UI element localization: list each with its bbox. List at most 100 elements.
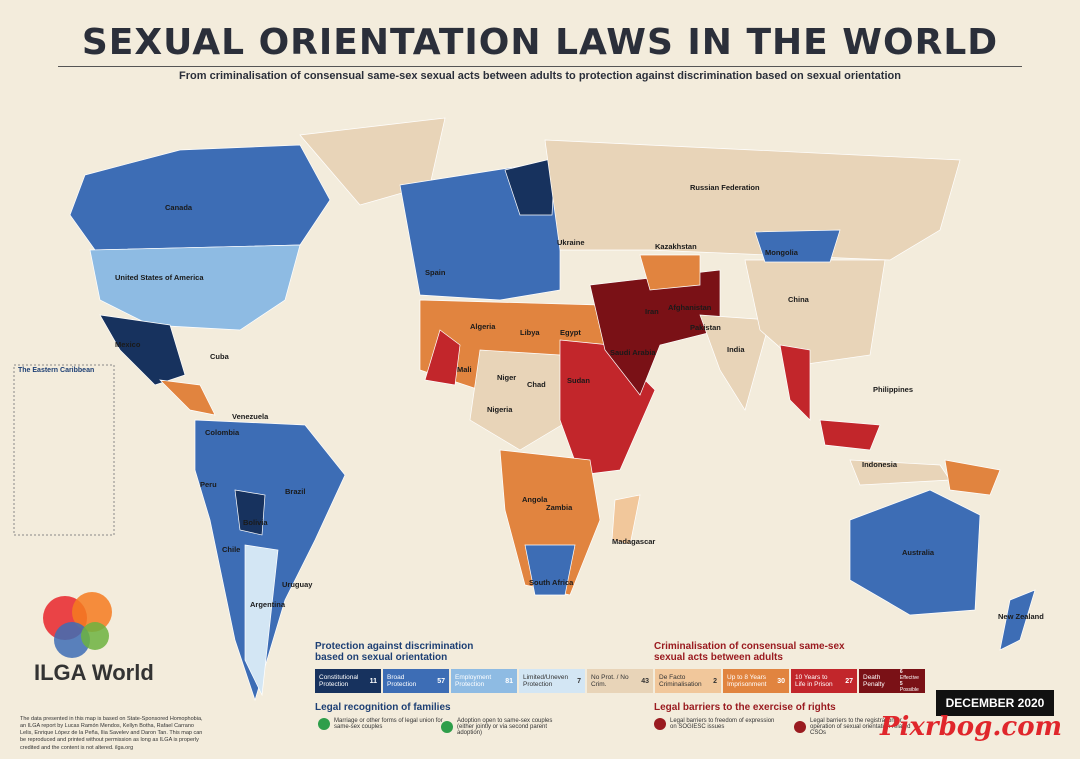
scandinavia [504,157,556,216]
legend-label: Constitutional Protection [319,674,359,688]
sahel [469,349,571,451]
legend-item: Limited/Uneven Protection 7 [519,669,585,693]
icon [794,721,806,733]
southern-africa [499,449,601,596]
south-africa [524,544,576,596]
country-label: Sudan [567,376,590,385]
china [744,259,886,366]
legend-icon-item: Legal barriers to the registration or op… [794,718,919,736]
inset-title: The Eastern Caribbean [18,367,94,374]
mauritania [424,329,461,386]
legend-sublabel: Possible [899,687,919,693]
country-label: Brazil [285,487,306,496]
country-label: Kazakhstan [655,242,697,251]
legend-label: Limited/Uneven Protection [523,674,569,688]
death-row: 6 Effective [900,669,921,681]
country-label: Egypt [560,328,581,337]
date-badge: DECEMBER 2020 [936,690,1054,716]
legend-title: Legal recognition of families [315,702,451,713]
legend-death: 6 Effective 5 Possible [900,669,921,693]
usa [89,244,301,331]
canada [69,144,331,251]
legend-item: Up to 8 Years Imprisonment 30 [723,669,789,693]
legend-item: Broad Protection 57 [383,669,449,693]
country-label: Philippines [873,385,914,394]
legend-label: No Prot. / No Crim. [591,674,629,688]
legend-count: 43 [641,677,649,685]
legend-count: 57 [437,677,445,685]
bolivia [234,489,266,536]
legend-label: 10 Years to Life in Prison [795,674,833,688]
credits: The data presented in this map is based … [20,716,203,751]
watermark: Pixrbog.com [880,712,1063,742]
country-label: Afghanistan [668,303,712,312]
myanmar [779,344,811,421]
india [699,314,771,411]
country-label: Peru [200,480,217,489]
death-row: 5 Possible [900,681,921,693]
legend-count: 2 [713,677,717,685]
country-label: India [727,345,745,354]
legend-item: De Facto Criminalisation 2 [655,669,721,693]
legend-icon-item: Adoption open to same-sex couples (eithe… [441,718,566,736]
greenland [299,117,446,206]
middle-east [589,269,721,396]
legend-label: De Facto Criminalisation [659,674,702,688]
country-label: Nigeria [487,405,513,414]
country-label: Venezuela [232,412,269,421]
country-label: Russian Federation [690,183,760,192]
legend-count: 27 [845,677,853,685]
russia [544,139,961,261]
country-label: United States of America [115,273,204,282]
country-label: Chad [527,380,546,389]
legend-icon-item: Marriage or other forms of legal union f… [318,718,443,730]
country-label: Ukraine [557,238,585,247]
title: SEXUAL ORIENTATION LAWS IN THE WORLD [81,22,999,63]
australia [849,489,981,616]
legend-count: 6 [899,669,903,675]
country-label: Mali [457,365,472,374]
legend-text: Legal barriers to the registration or op… [810,718,911,736]
country-label: Niger [497,373,517,382]
legend-item: No Prot. / No Crim. 43 [587,669,653,693]
legend-text: Adoption open to same-sex couples (eithe… [457,718,553,736]
legend-count: 5 [899,681,903,687]
legend-item: Employment Protection 81 [451,669,517,693]
country-label: Angola [522,495,548,504]
mongolia [754,229,841,263]
inset [13,364,115,536]
country-label: Chile [222,545,241,554]
madagascar [611,494,641,546]
legend-label: Death Penalty [863,674,885,688]
legend-title: Protection against discrimination based … [315,641,474,663]
malaysia [819,419,881,451]
country-label: Algeria [470,322,496,331]
logo-mark [43,592,112,658]
legend-count: 7 [577,677,581,685]
legend-text: Legal barriers to freedom of expression … [670,718,775,730]
central-asia [639,254,701,291]
country-label: Uruguay [282,580,313,589]
legend-label: Broad Protection [387,674,417,688]
legend-label: Up to 8 Years Imprisonment [727,674,767,688]
country-label: Mongolia [765,248,798,257]
legend-count: 11 [369,677,377,685]
mexico [99,314,186,386]
icon [654,718,666,730]
legend-count: 30 [777,677,785,685]
country-label: Indonesia [862,460,898,469]
legend-sublabel: Effective [899,675,919,681]
country-label: Zambia [546,503,573,512]
country-label: China [788,295,809,304]
country-label: Mexico [115,340,141,349]
country-label: Colombia [205,428,240,437]
icon [318,718,330,730]
country-label: Pakistan [690,323,721,332]
png [944,459,1001,496]
country-label: Bolivia [243,518,268,527]
legend-label: Employment Protection [455,674,492,688]
country-label: Australia [902,548,935,557]
legend-row: Constitutional Protection 11 Broad Protect… [315,669,925,693]
legend-icon-item: Legal barriers to freedom of expression … [654,718,779,730]
